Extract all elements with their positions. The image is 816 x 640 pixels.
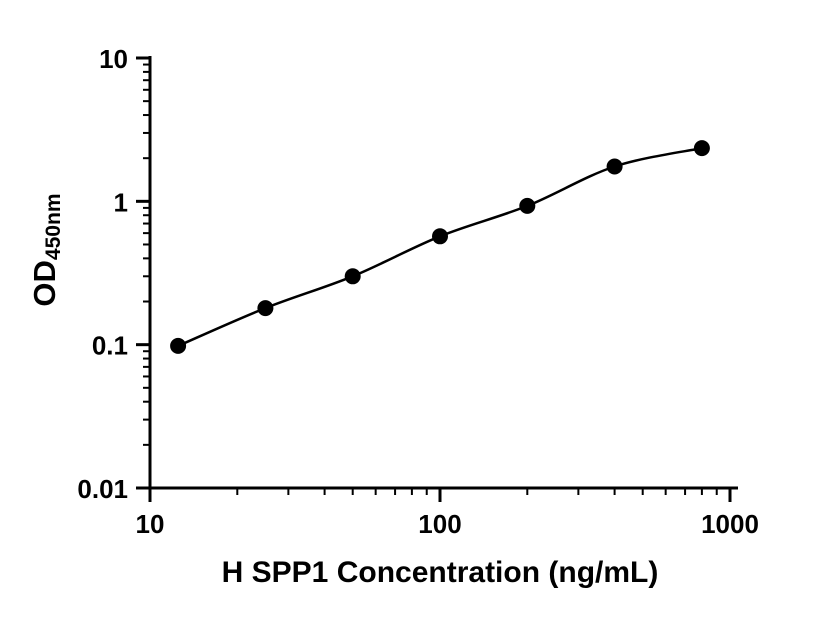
data-point-3 bbox=[432, 228, 448, 245]
data-point-6 bbox=[693, 140, 710, 157]
fit-curve bbox=[177, 146, 703, 348]
data-point-4 bbox=[519, 197, 536, 214]
y-axis-title-subscript: 450nm bbox=[41, 193, 65, 261]
data-point-1 bbox=[257, 300, 274, 317]
y-tick-label: 1 bbox=[114, 187, 128, 217]
data-point-0 bbox=[170, 337, 187, 354]
data-point-2 bbox=[344, 268, 361, 285]
x-axis-title: H SPP1 Concentration (ng/mL) bbox=[221, 556, 659, 589]
y-axis-title-main: OD bbox=[27, 260, 62, 307]
y-axis-title: OD450nm bbox=[23, 100, 67, 400]
y-tick-label: 10 bbox=[99, 44, 128, 74]
y-tick-label: 0.01 bbox=[77, 474, 128, 504]
y-tick-label: 0.1 bbox=[92, 331, 128, 361]
x-tick-label: 10 bbox=[136, 509, 165, 539]
x-tick-label: 100 bbox=[418, 509, 461, 539]
x-tick-label: 1000 bbox=[701, 509, 759, 539]
data-point-5 bbox=[606, 158, 623, 175]
